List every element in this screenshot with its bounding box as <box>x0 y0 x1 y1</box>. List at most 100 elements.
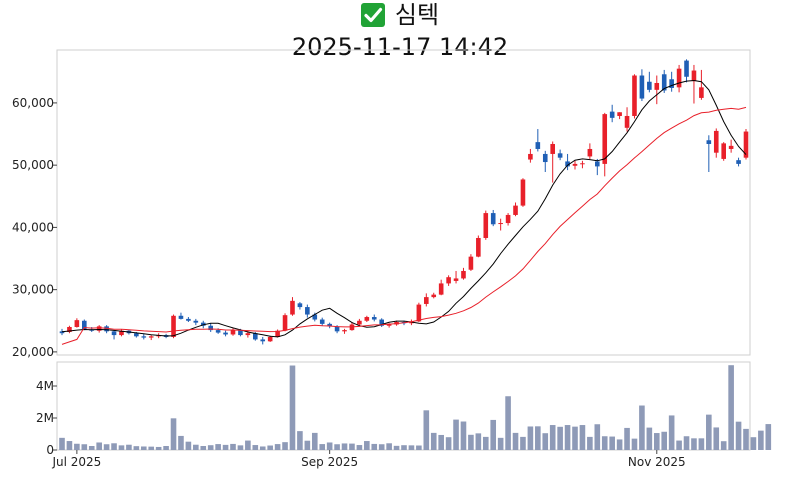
volume-bar <box>512 432 519 450</box>
volume-bar <box>676 440 682 450</box>
candle-body <box>312 314 318 320</box>
volume-bar <box>646 427 653 450</box>
candle-body <box>238 330 243 336</box>
candle-body <box>602 114 608 164</box>
volume-bar <box>713 427 720 450</box>
volume-bar <box>535 426 541 450</box>
candle-body <box>230 330 236 335</box>
candle-body <box>364 317 370 321</box>
volume-bar <box>698 438 705 450</box>
volume-bar <box>683 436 690 450</box>
volume-bar <box>111 443 117 450</box>
volume-bar <box>609 436 615 450</box>
volume-bar <box>497 437 504 450</box>
volume-bar <box>304 440 311 450</box>
volume-bar <box>126 444 132 450</box>
candle-body <box>96 326 102 331</box>
volume-bar <box>490 419 497 450</box>
volume-bar <box>200 446 207 450</box>
candle-body <box>743 131 749 158</box>
chart-title: 심텍 <box>0 0 800 30</box>
volume-bar <box>326 442 333 450</box>
check-mark-icon <box>360 3 385 27</box>
candle-body <box>319 319 325 324</box>
volume-bar <box>289 365 296 450</box>
volume-bar <box>728 365 734 450</box>
volume-bar <box>297 431 303 450</box>
candle-body <box>111 331 117 336</box>
volume-bar <box>438 434 444 450</box>
candle-body <box>728 145 734 149</box>
volume-bar <box>259 446 266 450</box>
candle-body <box>595 161 600 167</box>
candle-body <box>587 148 593 157</box>
candle-body <box>424 297 429 304</box>
candle-body <box>676 68 682 88</box>
volume-bar <box>59 437 65 450</box>
volume-bar <box>118 445 125 450</box>
volume-bar <box>468 434 474 450</box>
candle-body <box>505 214 511 224</box>
volume-tick-label: 2M <box>36 411 54 425</box>
volume-bar <box>557 426 563 450</box>
candle-body <box>609 111 615 118</box>
volume-bar <box>334 444 340 450</box>
volume-bar <box>765 424 772 450</box>
candle-body <box>528 153 533 160</box>
volume-bar <box>549 425 556 450</box>
candle-body <box>357 320 362 325</box>
volume-bar <box>133 446 140 450</box>
candle-body <box>721 143 726 159</box>
volume-bar <box>140 446 147 450</box>
x-tick-label: Nov 2025 <box>628 455 686 469</box>
price-tick-label: 50,000 <box>12 158 54 172</box>
volume-bar <box>245 440 251 450</box>
volume-tick-label: 0 <box>46 443 54 457</box>
volume-bar <box>661 431 668 450</box>
candle-body <box>617 112 622 116</box>
candle-body <box>208 325 213 331</box>
candle-body <box>416 304 422 322</box>
price-tick-label: 60,000 <box>12 96 54 110</box>
candle-body <box>632 75 637 116</box>
candle-body <box>468 256 474 270</box>
volume-bar <box>364 441 370 450</box>
volume-bar <box>371 443 378 450</box>
candle-body <box>334 326 340 332</box>
volume-bar <box>401 445 407 450</box>
volume-bar <box>601 436 608 450</box>
candle-body <box>223 332 228 335</box>
volume-bar <box>74 443 80 450</box>
volume-bar <box>735 421 742 450</box>
candle-body <box>483 213 489 238</box>
candle-body <box>200 322 206 326</box>
candle-body <box>297 303 303 308</box>
volume-bar <box>81 444 88 450</box>
candle-body <box>647 81 652 90</box>
volume-bar <box>482 436 489 450</box>
volume-bar <box>341 443 348 450</box>
volume-bar <box>720 441 727 450</box>
volume-bar <box>215 444 221 450</box>
volume-bar <box>668 415 675 450</box>
volume-plot-frame <box>56 361 751 451</box>
candle-body <box>119 330 124 336</box>
candle-body <box>431 294 437 298</box>
candle-body <box>267 336 273 342</box>
volume-bar <box>237 445 244 450</box>
volume-bar <box>527 426 534 450</box>
volume-bar <box>542 433 549 450</box>
volume-bar <box>520 436 526 450</box>
volume-bar <box>408 445 415 450</box>
candle-body <box>178 315 184 319</box>
volume-bar <box>66 441 73 450</box>
volume-bar <box>386 443 392 450</box>
volume-bar <box>88 446 95 450</box>
candle-body <box>706 140 712 144</box>
candle-body <box>342 330 347 332</box>
candle-body <box>476 237 481 257</box>
candle-body <box>148 336 154 338</box>
candle-body <box>513 205 518 215</box>
x-tick-label: Sep 2025 <box>301 455 358 469</box>
